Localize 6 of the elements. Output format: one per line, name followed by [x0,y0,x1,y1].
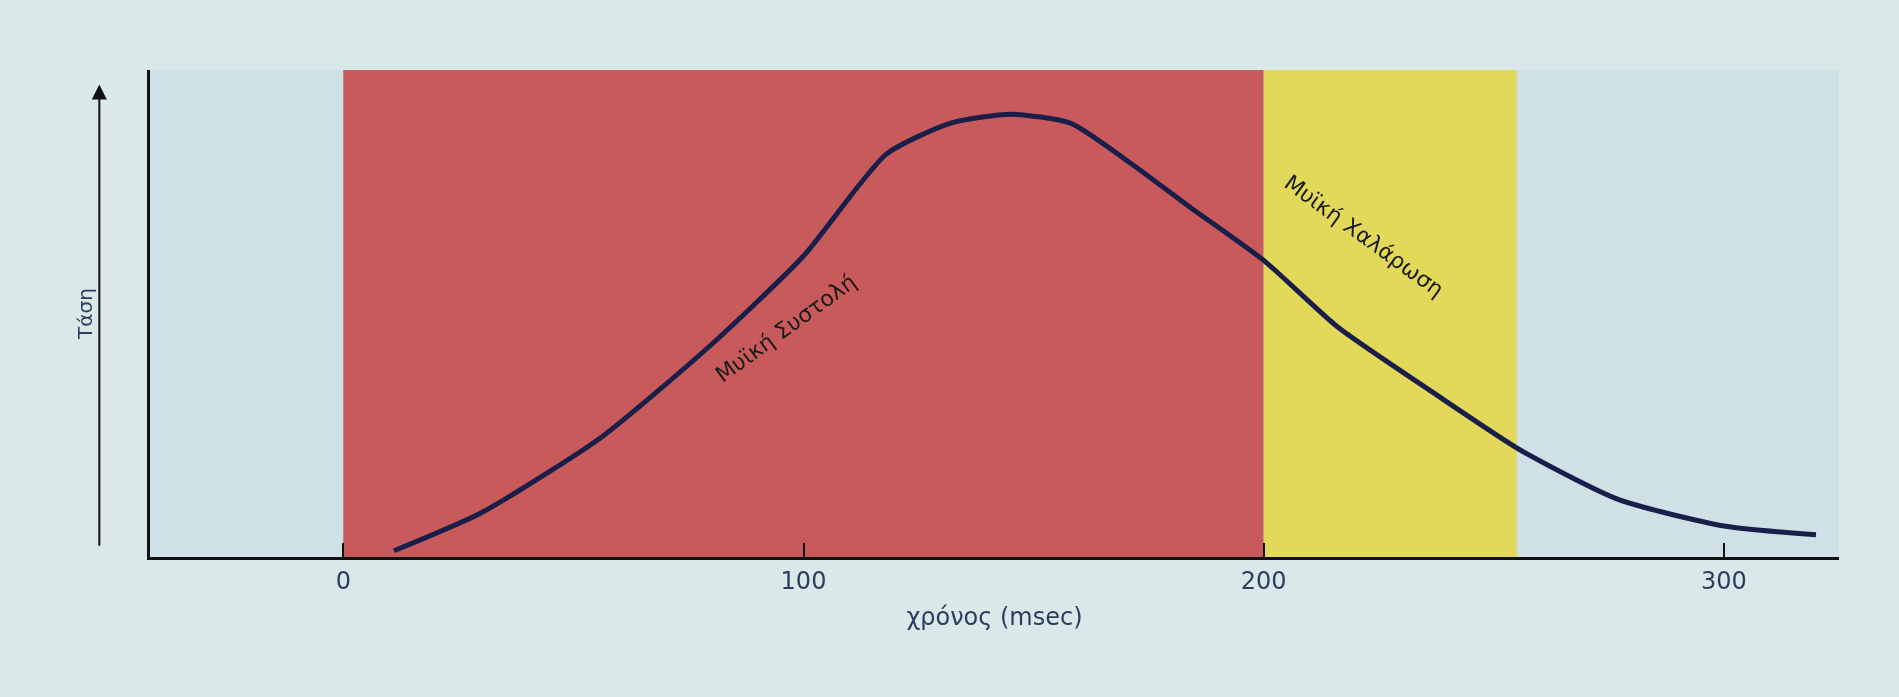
y-axis-title: Τάση [72,288,97,340]
x-tick-label: 300 [1701,566,1747,595]
x-tick-label: 200 [1240,566,1287,595]
x-tick-label: 0 [335,566,351,595]
x-tick-label: 100 [780,566,827,595]
x-axis-title: χρόνος (msec) [906,603,1083,632]
